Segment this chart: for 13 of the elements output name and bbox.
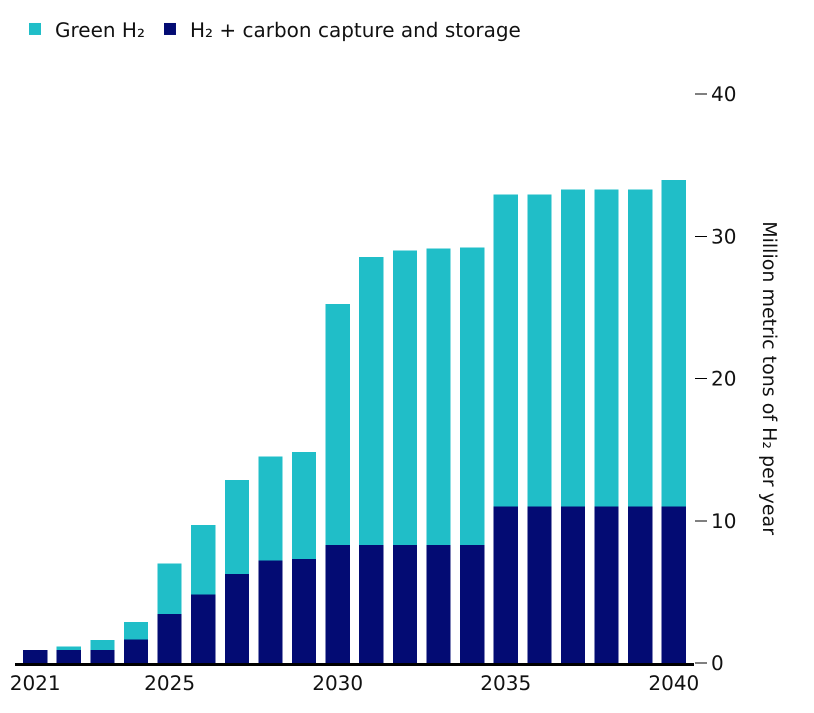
y-axis-title: Million metric tons of H₂ per year [758, 221, 780, 536]
x-tick-label: 2025 [144, 671, 196, 695]
y-tick-label: 40 [711, 82, 736, 106]
legend-label: Green H₂ [55, 18, 145, 42]
y-tick-label: 0 [711, 651, 724, 675]
y-tick-label: 30 [711, 224, 736, 248]
legend-label: H₂ + carbon capture and storage [190, 18, 521, 42]
y-tick-label: 10 [711, 508, 736, 533]
x-tick-label: 2030 [312, 671, 364, 695]
x-tick-label: 2021 [10, 671, 61, 695]
x-tick-label: 2040 [648, 671, 700, 695]
y-tick-label: 20 [711, 366, 736, 390]
x-tick-label: 2035 [480, 671, 532, 695]
